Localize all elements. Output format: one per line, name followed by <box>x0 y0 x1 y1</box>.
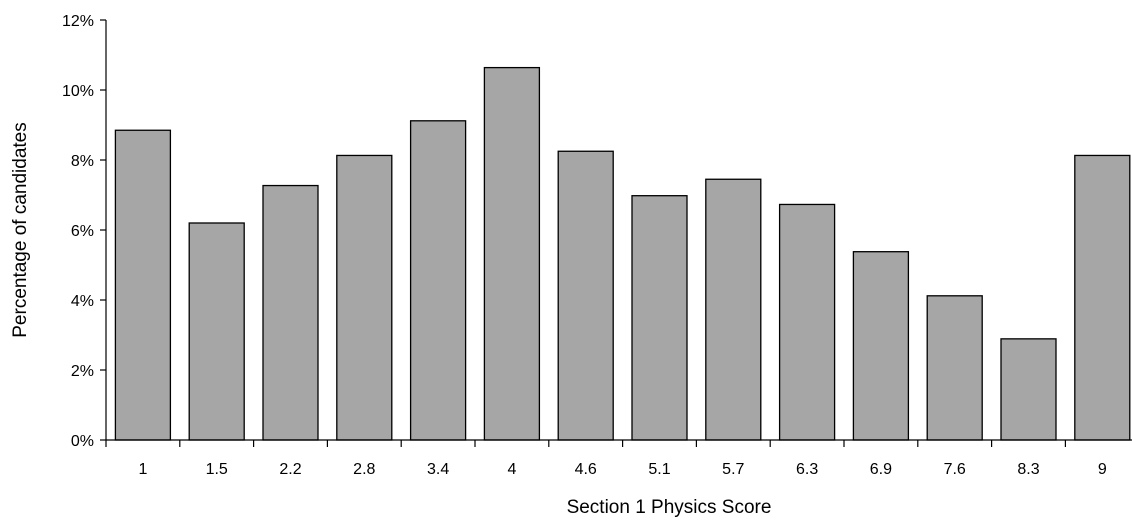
x-tick-label: 5.1 <box>648 461 670 478</box>
bar-7.6 <box>926 295 983 441</box>
bar-4 <box>483 66 541 441</box>
bar-1.5 <box>188 222 245 441</box>
x-tick-label: 2.8 <box>353 461 375 478</box>
x-tick-label: 5.7 <box>722 461 744 478</box>
x-axis-title: Section 1 Physics Score <box>567 497 772 518</box>
x-tick-label: 2.2 <box>279 461 301 478</box>
bars-group <box>114 66 1131 441</box>
bar-1 <box>114 129 172 441</box>
bar-3.4 <box>409 120 467 441</box>
bar-5.7 <box>705 178 762 441</box>
x-tick-label: 7.6 <box>944 461 966 478</box>
bar-2.2 <box>262 184 319 441</box>
y-tick-label: 6% <box>71 223 94 240</box>
y-tick-label: 12% <box>62 13 94 30</box>
y-tick-label: 10% <box>62 83 94 100</box>
bar-8.3 <box>1000 338 1057 441</box>
y-axis-ticks: 0% 2% 4% 6% 8% 10% 12% <box>62 13 106 450</box>
x-tick-label: 6.9 <box>870 461 892 478</box>
x-tick-label: 8.3 <box>1017 461 1039 478</box>
x-tick-label: 1 <box>138 461 147 478</box>
bar-6.9 <box>852 251 910 441</box>
y-tick-label: 8% <box>71 153 94 170</box>
x-axis-ticks: 1 1.5 2.2 2.8 3.4 4 4.6 5.1 5.7 6.3 6.9 7.6 8.3 9 <box>105 440 1107 478</box>
bar-6.3 <box>778 203 836 441</box>
y-tick-label: 4% <box>71 293 94 310</box>
x-tick-label: 1.5 <box>206 461 228 478</box>
y-axis-title: Percentage of candidates <box>10 122 31 338</box>
bar-5.1 <box>631 195 688 441</box>
bar-9 <box>1074 154 1131 441</box>
y-tick-label: 2% <box>71 363 94 380</box>
y-tick-label: 0% <box>71 433 94 450</box>
x-tick-label: 4.6 <box>575 461 597 478</box>
x-tick-label: 3.4 <box>427 461 449 478</box>
bar-4.6 <box>557 150 614 441</box>
x-tick-label: 4 <box>507 461 516 478</box>
x-tick-label: 9 <box>1098 461 1107 478</box>
x-tick-label: 6.3 <box>796 461 818 478</box>
bar-2.8 <box>336 154 393 441</box>
